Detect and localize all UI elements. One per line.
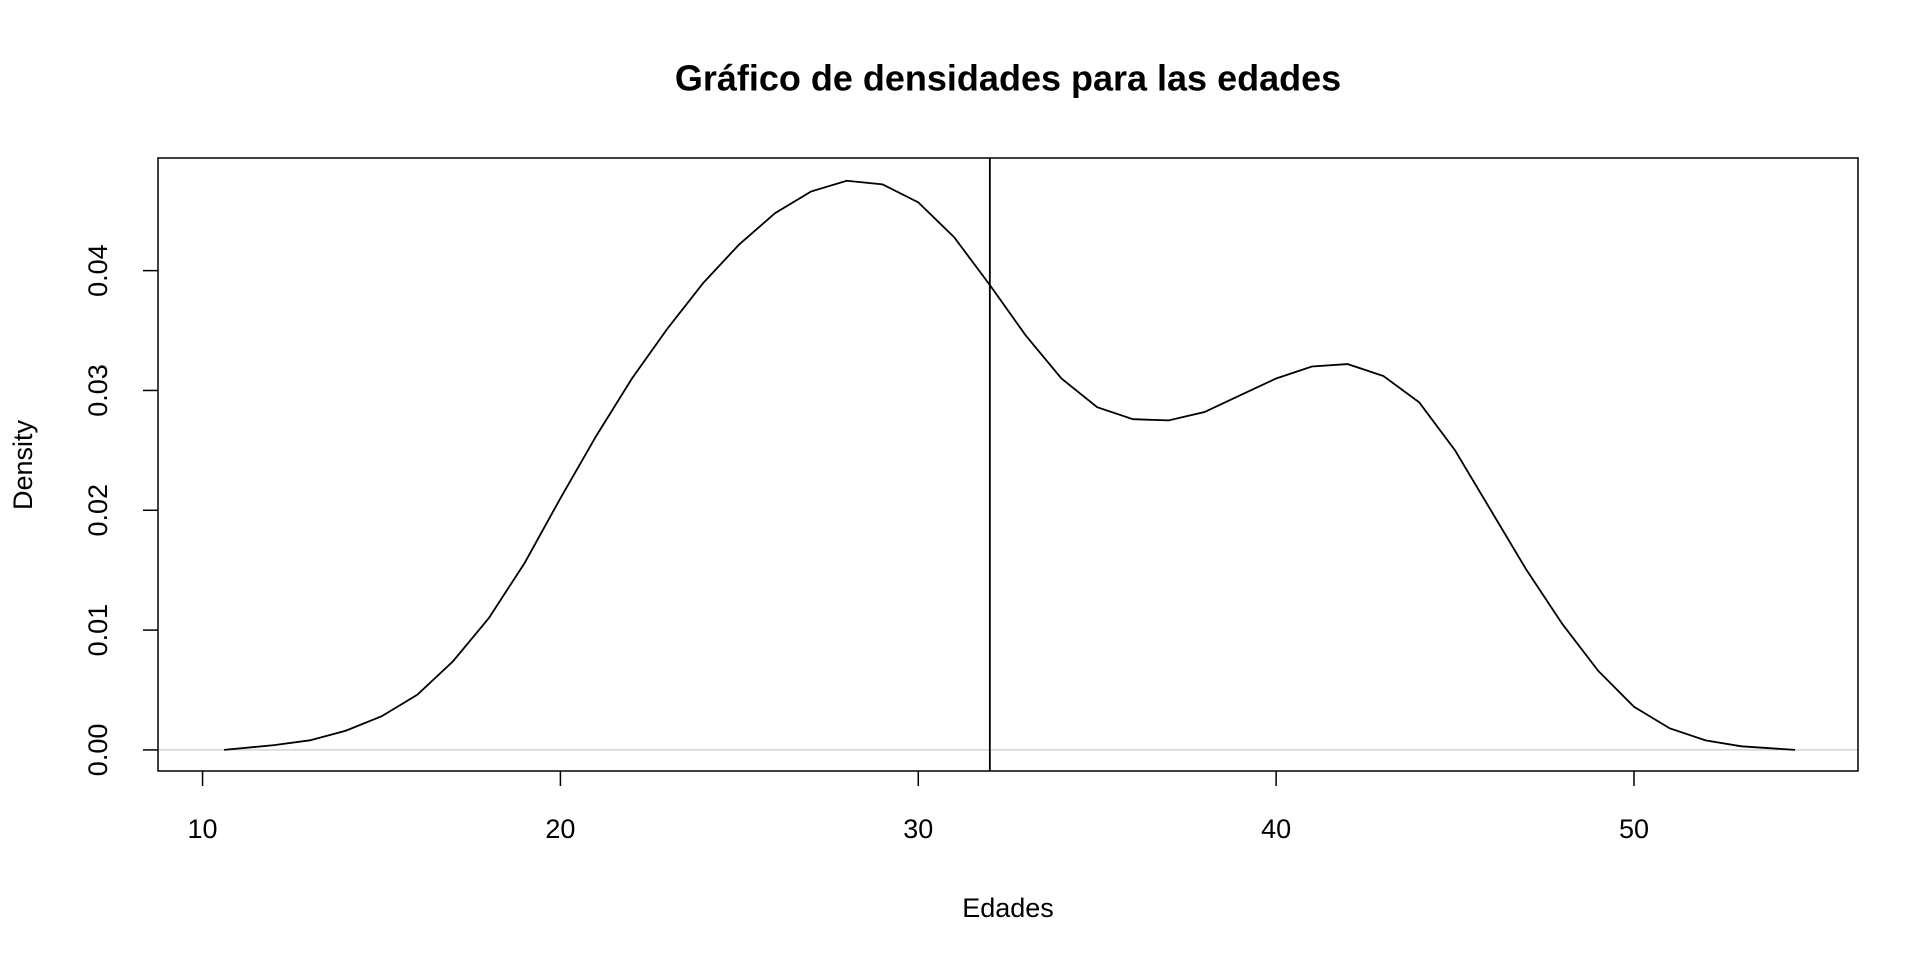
- y-tick-label: 0.03: [83, 364, 113, 417]
- x-axis-label: Edades: [962, 893, 1054, 923]
- density-line: [223, 179, 1796, 751]
- x-tick-label: 30: [903, 814, 933, 844]
- plot-frame: [157, 157, 1859, 772]
- y-tick-label: 0.00: [83, 724, 113, 777]
- x-tick-label: 40: [1261, 814, 1291, 844]
- y-tick-label: 0.04: [83, 244, 113, 297]
- y-tick-label: 0.01: [83, 604, 113, 657]
- chart-title: Gráfico de densidades para las edades: [675, 58, 1341, 99]
- x-tick-label: 50: [1619, 814, 1649, 844]
- y-axis-label: Density: [8, 419, 38, 510]
- x-tick-label: 20: [545, 814, 575, 844]
- x-tick-label: 10: [188, 814, 218, 844]
- y-tick-label: 0.02: [83, 484, 113, 537]
